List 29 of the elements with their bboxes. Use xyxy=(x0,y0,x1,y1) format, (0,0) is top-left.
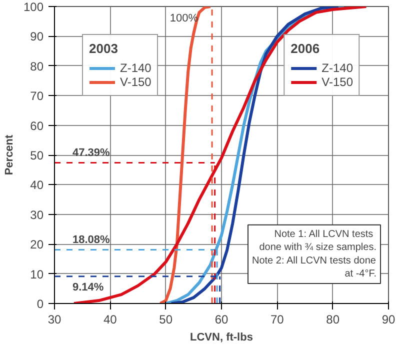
y-axis-title: Percent xyxy=(3,134,16,176)
x-tick-label: 80 xyxy=(326,312,340,326)
annotation: 2006 xyxy=(290,41,321,56)
y-tick-label: 60 xyxy=(30,118,44,133)
y-tick-label: 80 xyxy=(30,59,44,74)
x-tick-label: 60 xyxy=(214,312,228,326)
legend-title: 2003 xyxy=(89,41,119,56)
ref-line-label: 9.14% xyxy=(72,281,104,294)
y-tick-label: 10 xyxy=(30,267,44,282)
ref-line-label: 18.08% xyxy=(72,234,110,246)
annotation: Note 1: All LCVN tests done with ¾ size samples. Note 2: All LCVN tests done at -4°F. xyxy=(252,228,377,280)
legend-label: V-150 xyxy=(322,75,353,89)
x-axis-title: LCVN, ft-lbs xyxy=(190,332,253,344)
y-tick-label: 40 xyxy=(30,178,44,192)
x-tick-label: 30 xyxy=(48,312,62,326)
x-tick-label: 70 xyxy=(270,312,284,326)
x-tick-label: 50 xyxy=(159,312,173,326)
x-tick-label: 90 xyxy=(382,312,396,326)
y-tick-label: 0 xyxy=(36,297,44,311)
y-tick-label: 50 xyxy=(30,148,44,162)
legend-label: Z-140 xyxy=(322,61,353,75)
y-tick-label: 20 xyxy=(30,238,44,252)
y-tick-label: 100 xyxy=(23,0,44,14)
y-tick-label: 70 xyxy=(30,89,44,104)
legend-label: Z-140 xyxy=(120,61,152,75)
legend-label: V-150 xyxy=(120,75,152,89)
x-tick-label: 40 xyxy=(103,312,118,326)
y-tick-label: 90 xyxy=(30,30,44,44)
y-tick-label: 30 xyxy=(30,208,44,222)
